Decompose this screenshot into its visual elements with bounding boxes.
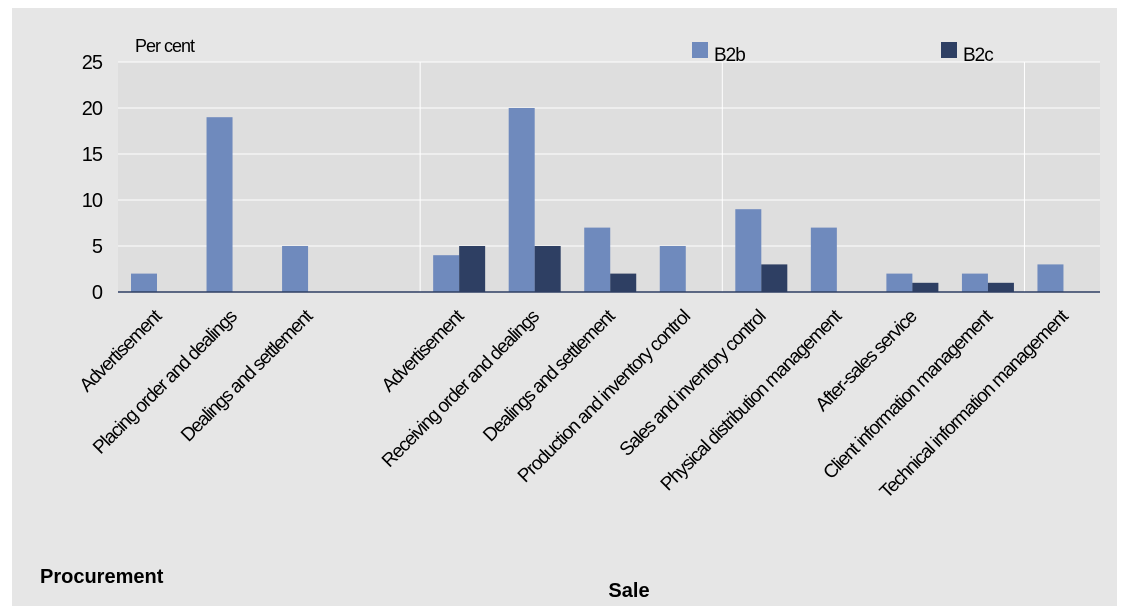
y-tick-label-4: 20 — [82, 98, 103, 120]
bar-b2b-12 — [1037, 264, 1064, 292]
y-tick-label-5: 25 — [82, 52, 103, 74]
y-tick-label-3: 15 — [82, 144, 103, 166]
y-unit-label: Per cent — [135, 36, 195, 56]
x-tick-label-8: Sales and inventory control — [616, 307, 770, 461]
bar-b2c-8 — [761, 264, 788, 292]
bar-b2b-11 — [961, 273, 988, 292]
legend-label-b2b: B2b — [714, 45, 745, 66]
bar-b2c-6 — [610, 273, 637, 292]
group-label-sale: Sale — [608, 580, 649, 602]
bar-b2b-7 — [659, 246, 686, 292]
bar-b2b-8 — [735, 209, 762, 292]
bar-b2b-10 — [886, 273, 913, 292]
y-tick-label-1: 5 — [92, 236, 103, 258]
bar-b2c-10 — [912, 282, 939, 292]
x-tick-label-6: Dealings and settlement — [479, 305, 620, 446]
bar-b2b-5 — [508, 108, 535, 292]
bar-b2b-2 — [282, 246, 309, 292]
bar-b2c-4 — [459, 246, 486, 292]
group-label-procurement: Procurement — [40, 566, 164, 588]
x-tick-label-5: Receiving order and dealings — [378, 306, 544, 472]
bar-b2c-5 — [534, 246, 561, 292]
bar-b2b-1 — [206, 117, 233, 292]
legend-label-b2c: B2c — [963, 45, 993, 66]
bar-b2c-11 — [987, 282, 1014, 292]
bar-b2b-4 — [433, 255, 460, 292]
x-tick-label-1: Placing order and dealings — [89, 306, 241, 458]
legend-swatch-b2c — [941, 42, 957, 58]
bar-b2b-9 — [810, 227, 837, 292]
y-tick-label-0: 0 — [92, 282, 103, 304]
x-tick-label-2: Dealings and settlement — [177, 305, 318, 446]
y-tick-label-2: 10 — [82, 190, 103, 212]
legend-swatch-b2b — [692, 42, 708, 58]
bar-b2b-0 — [131, 273, 157, 292]
bar-b2b-6 — [584, 227, 611, 292]
